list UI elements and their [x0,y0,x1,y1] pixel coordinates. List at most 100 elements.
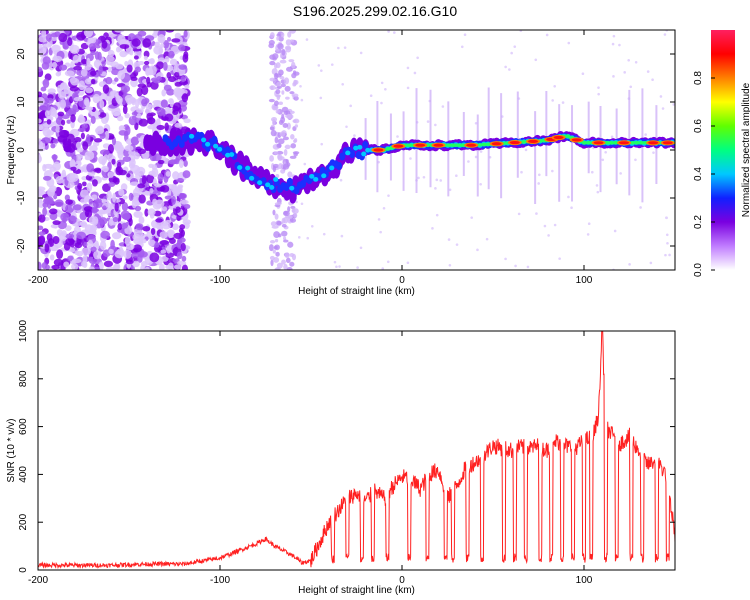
noise-blob [178,64,187,70]
noise-dot [306,236,310,240]
noise-blob [275,251,280,257]
noise-blob [114,77,119,82]
noise-dot [337,46,340,50]
noise-blob [94,126,105,135]
noise-blob [289,155,297,159]
noise-blob [61,169,66,178]
noise-blob [123,87,128,97]
noise-blob [156,124,165,131]
ridge-green [455,143,462,147]
noise-blob [81,247,91,256]
noise-blob [50,224,59,229]
x-tick-label: -100 [210,275,230,286]
noise-blob [275,174,280,179]
noise-dot [649,261,653,265]
noise-blob [285,46,292,53]
noise-blob [285,257,291,263]
noise-blob [131,38,141,47]
noise-blob [44,196,54,205]
noise-blob [287,31,292,38]
noise-blob [293,213,298,218]
noise-blob [159,231,169,239]
noise-blob [143,55,148,61]
noise-blob [93,59,102,69]
noise-blob [165,30,175,33]
noise-blob [293,138,298,143]
noise-dot [349,104,352,108]
noise-blob [163,61,168,71]
colorbar-label: Normalized spectral amplitude [741,82,750,217]
ridge-blue [349,150,356,159]
noise-blob [291,253,297,261]
ridge-blue [286,178,293,187]
noise-blob [138,251,148,258]
noise-blob [74,250,80,256]
noise-blob [270,85,274,91]
noise-blob [57,84,63,94]
noise-blob [136,87,143,97]
noise-dot [330,63,334,66]
noise-blob [99,240,107,251]
noise-dot [447,238,451,241]
noise-blob [146,76,151,85]
noise-blob [38,66,43,73]
noise-blob [166,245,171,254]
x-tick-label: 100 [576,275,593,286]
noise-blob [273,100,279,107]
noise-blob [70,166,77,171]
ridge-green [581,141,588,145]
noise-blob [283,210,290,217]
ridge-peak [571,138,582,142]
noise-blob [137,183,146,189]
noise-dot [396,135,399,138]
noise-blob [60,212,70,222]
noise-blob [64,194,70,201]
noise-dot [520,170,523,174]
noise-blob [275,89,281,95]
noise-blob [132,244,142,253]
noise-blob [78,80,86,91]
noise-blob [111,158,116,165]
noise-blob [273,63,278,69]
noise-blob [164,122,169,131]
noise-blob [291,208,296,213]
colorbar-tick-label: 0.6 [693,119,704,133]
noise-blob [124,113,130,119]
noise-blob [275,109,280,114]
ridge-cyan [321,173,327,179]
noise-blob [119,44,130,49]
noise-blob [173,102,182,111]
plot-frame [37,330,676,571]
noise-blob [115,46,121,53]
noise-blob [79,189,90,198]
noise-blob [86,182,93,192]
noise-blob [73,136,82,143]
noise-dot [295,200,298,204]
noise-blob [76,31,86,41]
noise-blob [163,84,172,92]
noise-blob [275,267,281,270]
noise-blob [144,191,151,196]
noise-dot [379,230,382,234]
noise-dot [510,51,513,55]
noise-blob [119,50,128,58]
noise-blob [269,60,276,66]
noise-blob [62,138,68,146]
noise-blob [95,111,101,116]
noise-blob [100,230,110,239]
noise-dot [639,206,642,209]
noise-dot [534,58,538,62]
noise-dot [322,232,326,236]
noise-blob [59,99,67,109]
noise-blob [290,134,295,140]
noise-blob [63,261,70,268]
noise-blob [269,54,276,60]
noise-blob [150,227,156,235]
noise-blob [160,99,168,108]
noise-blob [277,233,282,238]
noise-blob [274,136,279,144]
noise-blob [287,241,294,248]
noise-blob [289,39,295,43]
noise-blob [110,239,115,250]
noise-dot [668,253,671,257]
